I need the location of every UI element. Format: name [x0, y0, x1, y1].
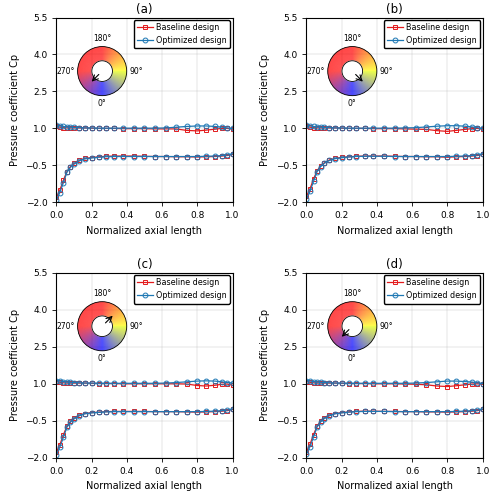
- X-axis label: Normalized axial length: Normalized axial length: [86, 481, 202, 491]
- Title: (b): (b): [386, 4, 403, 16]
- Y-axis label: Pressure coefficient Cp: Pressure coefficient Cp: [260, 309, 270, 421]
- Legend: Baseline design, Optimized design: Baseline design, Optimized design: [384, 20, 480, 48]
- Legend: Baseline design, Optimized design: Baseline design, Optimized design: [134, 275, 230, 304]
- Title: (c): (c): [137, 258, 152, 272]
- X-axis label: Normalized axial length: Normalized axial length: [337, 481, 453, 491]
- Y-axis label: Pressure coefficient Cp: Pressure coefficient Cp: [10, 309, 20, 421]
- Legend: Baseline design, Optimized design: Baseline design, Optimized design: [134, 20, 230, 48]
- X-axis label: Normalized axial length: Normalized axial length: [86, 226, 202, 236]
- Legend: Baseline design, Optimized design: Baseline design, Optimized design: [384, 275, 480, 304]
- Title: (d): (d): [386, 258, 403, 272]
- Y-axis label: Pressure coefficient Cp: Pressure coefficient Cp: [260, 54, 270, 166]
- Y-axis label: Pressure coefficient Cp: Pressure coefficient Cp: [10, 54, 20, 166]
- X-axis label: Normalized axial length: Normalized axial length: [337, 226, 453, 236]
- Title: (a): (a): [136, 4, 153, 16]
